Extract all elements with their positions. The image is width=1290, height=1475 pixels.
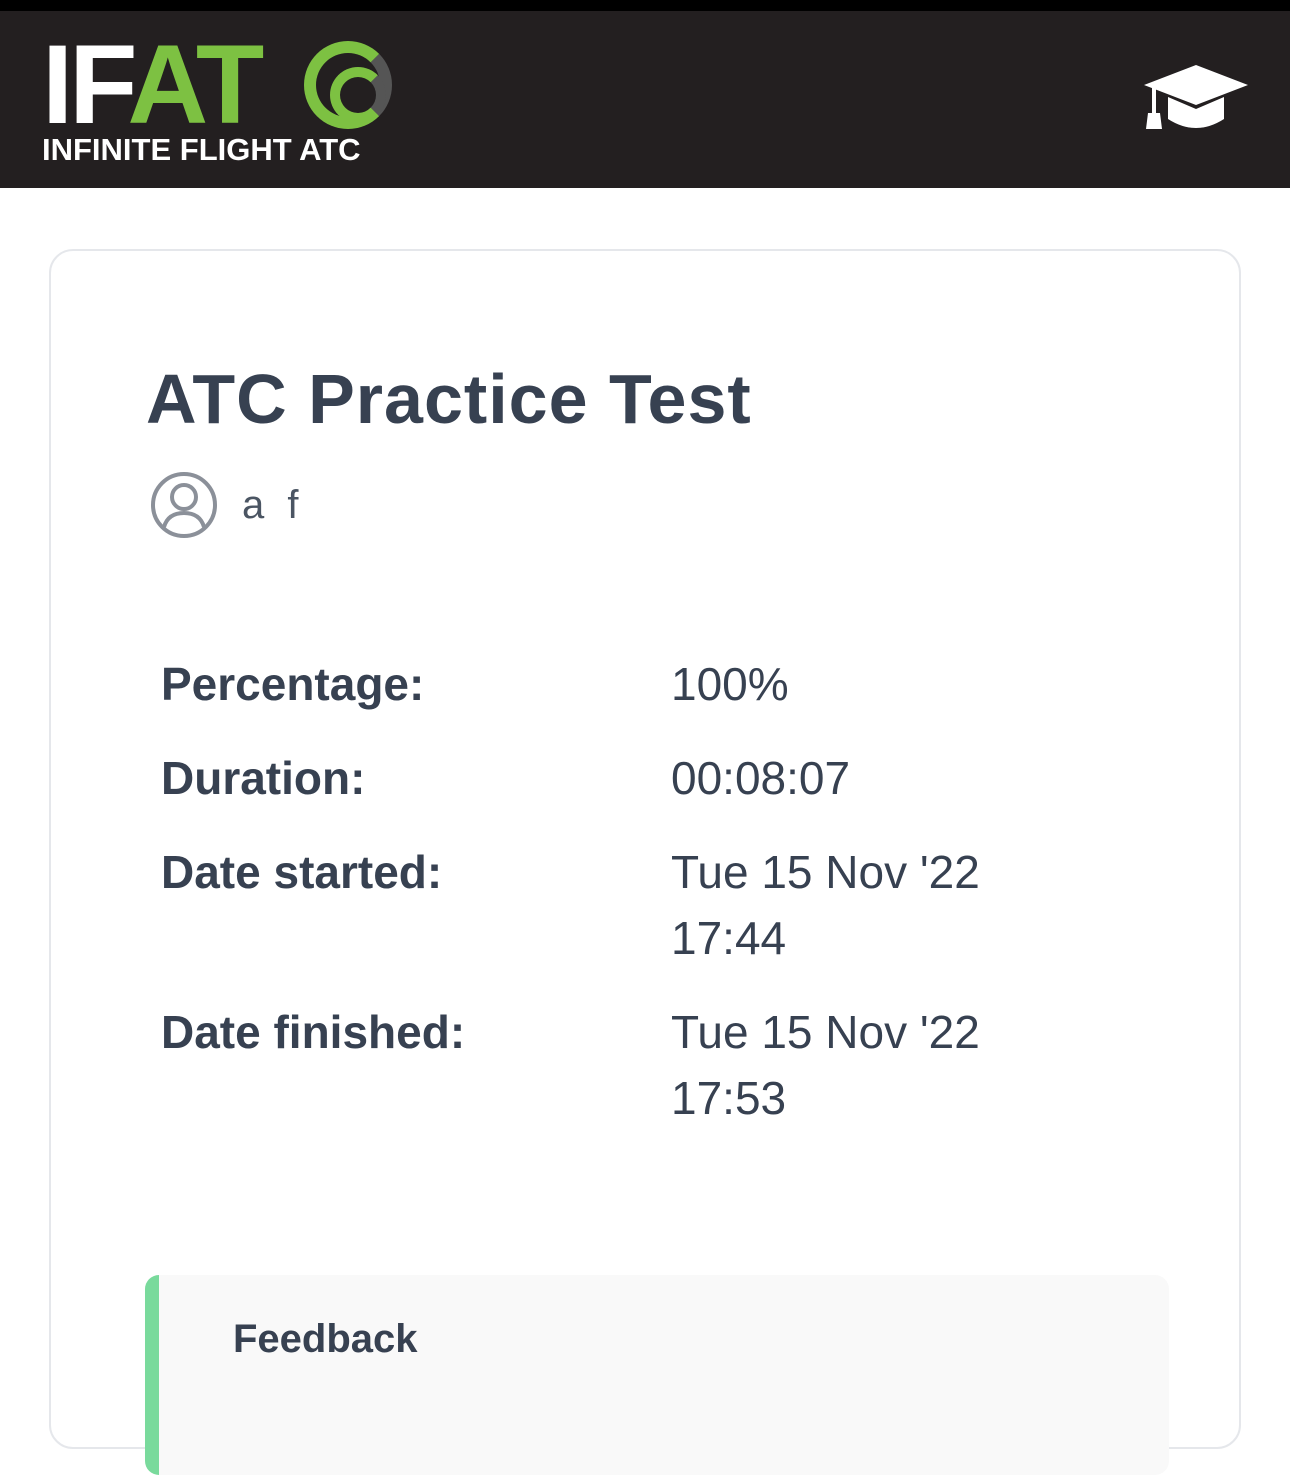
page-title: ATC Practice Test [146, 360, 752, 438]
detail-label: Date started: [161, 846, 443, 898]
user-info: a f [150, 471, 304, 539]
logo-letters-green: AT [127, 22, 264, 147]
detail-value: Tue 15 Nov '22 17:53 [671, 1006, 980, 1124]
detail-label: Duration: [161, 752, 366, 804]
feedback-title: Feedback [233, 1317, 418, 1361]
logo-subtitle: INFINITE FLIGHT ATC [42, 132, 361, 167]
detail-row-date-started: Date started: Tue 15 Nov '22 17:44 [161, 839, 1031, 971]
detail-row-percentage: Percentage: 100% [161, 651, 1031, 717]
radar-icon [304, 41, 392, 129]
logo-letters: IF [42, 22, 131, 147]
detail-value: 100% [671, 658, 789, 710]
result-details: Percentage: 100% Duration: 00:08:07 Date s… [161, 651, 1031, 1159]
site-header: IFAT INFINITE FLIGHT ATC [0, 11, 1290, 188]
graduation-cap-icon[interactable] [1142, 63, 1250, 133]
detail-label: Percentage: [161, 658, 425, 710]
user-name: a f [242, 482, 305, 527]
status-bar [0, 0, 1290, 11]
detail-value: 00:08:07 [671, 752, 851, 804]
user-circle-icon [151, 472, 217, 538]
ifatc-logo[interactable]: IFAT INFINITE FLIGHT ATC [42, 29, 402, 169]
detail-label: Date finished: [161, 1006, 466, 1058]
feedback-panel: Feedback [145, 1275, 1169, 1475]
detail-row-date-finished: Date finished: Tue 15 Nov '22 17:53 [161, 999, 1031, 1131]
test-result-card: ATC Practice Test a f Percentage: 100% Du… [49, 249, 1241, 1475]
detail-row-duration: Duration: 00:08:07 [161, 745, 1031, 811]
detail-value: Tue 15 Nov '22 17:44 [671, 846, 980, 964]
